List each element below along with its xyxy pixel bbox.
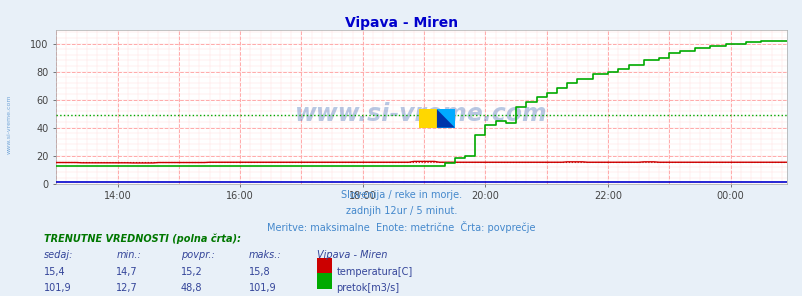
Text: Meritve: maksimalne  Enote: metrične  Črta: povprečje: Meritve: maksimalne Enote: metrične Črta…	[267, 221, 535, 233]
Text: 15,8: 15,8	[249, 267, 270, 277]
Text: 15,4: 15,4	[44, 267, 66, 277]
Text: 15,2: 15,2	[180, 267, 202, 277]
Text: sedaj:: sedaj:	[44, 250, 74, 260]
Text: Slovenija / reke in morje.: Slovenija / reke in morje.	[341, 190, 461, 200]
Text: Vipava - Miren: Vipava - Miren	[345, 16, 457, 30]
Text: min.:: min.:	[116, 250, 141, 260]
Polygon shape	[436, 109, 454, 128]
Text: TRENUTNE VREDNOSTI (polna črta):: TRENUTNE VREDNOSTI (polna črta):	[44, 234, 241, 244]
Text: maks.:: maks.:	[249, 250, 282, 260]
Polygon shape	[419, 109, 436, 128]
Text: Vipava - Miren: Vipava - Miren	[317, 250, 387, 260]
Text: pretok[m3/s]: pretok[m3/s]	[336, 283, 399, 293]
Text: www.si-vreme.com: www.si-vreme.com	[295, 102, 547, 126]
Text: 48,8: 48,8	[180, 283, 202, 293]
Text: www.si-vreme.com: www.si-vreme.com	[6, 94, 11, 154]
Text: 12,7: 12,7	[116, 283, 138, 293]
Text: temperatura[C]: temperatura[C]	[336, 267, 412, 277]
Text: 14,7: 14,7	[116, 267, 138, 277]
Text: zadnjih 12ur / 5 minut.: zadnjih 12ur / 5 minut.	[346, 206, 456, 216]
Text: 101,9: 101,9	[44, 283, 71, 293]
Text: 101,9: 101,9	[249, 283, 276, 293]
Polygon shape	[436, 109, 454, 128]
Text: povpr.:: povpr.:	[180, 250, 214, 260]
